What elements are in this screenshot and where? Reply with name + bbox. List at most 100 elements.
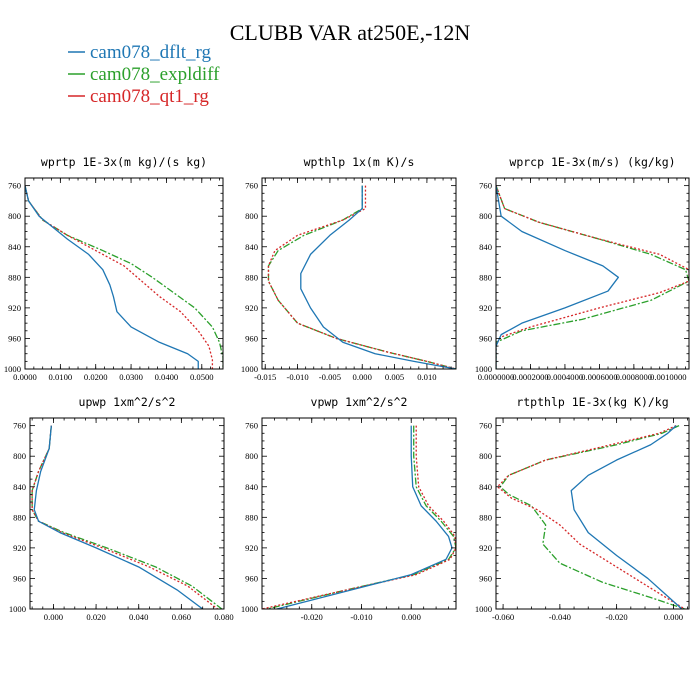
y-tick-label: 960 <box>245 333 258 343</box>
y-tick-label: 760 <box>245 181 258 191</box>
y-tick-label: 800 <box>245 451 258 461</box>
series-line-cam078_expldiff <box>266 425 456 609</box>
x-tick-label: 0.080 <box>214 612 233 622</box>
x-tick-label: 0.000 <box>44 612 63 622</box>
series-line-cam078_dflt_rg <box>33 425 204 609</box>
y-tick-label: 1000 <box>475 604 492 614</box>
y-tick-label: 920 <box>479 303 492 313</box>
legend-label-cam078_expldiff: cam078_expldiff <box>90 64 220 85</box>
panel-3: wprcp 1E-3x(m/s) (kg/kg) 760 800 840 880 920 9… <box>475 155 690 382</box>
series-line-cam078_qt1_rg <box>496 185 689 369</box>
y-tick-label: 800 <box>479 211 492 221</box>
x-tick-label: 0.005 <box>385 372 404 382</box>
x-tick-label: -0.020 <box>301 612 323 622</box>
y-tick-label: 760 <box>245 421 258 431</box>
y-tick-label: 960 <box>479 333 492 343</box>
series-line-cam078_qt1_rg <box>31 425 218 609</box>
x-tick-label: 0.0500 <box>190 372 214 382</box>
x-tick-label: -0.040 <box>549 612 571 622</box>
plot-frame <box>29 417 225 610</box>
y-tick-label: 880 <box>479 512 492 522</box>
x-tick-label: 0.0100 <box>49 372 73 382</box>
series-line-cam078_qt1_rg <box>262 425 456 609</box>
x-tick-label: 0.0300 <box>119 372 143 382</box>
y-tick-label: 880 <box>245 272 258 282</box>
y-tick-label: 960 <box>245 573 258 583</box>
x-tick-label: 0.0004000 <box>547 372 584 382</box>
series-line-cam078_expldiff <box>25 185 223 369</box>
y-tick-label: 760 <box>13 421 26 431</box>
y-tick-label: 920 <box>13 543 26 553</box>
y-tick-label: 800 <box>8 211 21 221</box>
y-tick-label: 880 <box>245 512 258 522</box>
x-tick-label: 0.040 <box>129 612 148 622</box>
panel-1: wprtp 1E-3x(m kg)/(s kg) 760 800 840 880 920 9… <box>4 155 224 382</box>
y-tick-label: 880 <box>8 272 21 282</box>
x-tick-label: 0.0000000 <box>478 372 515 382</box>
plot-frame <box>495 177 690 370</box>
y-tick-label: 920 <box>245 543 258 553</box>
legend: cam078_dflt_rgcam078_expldiffcam078_qt1_… <box>68 42 220 107</box>
x-tick-label: 0.0200 <box>84 372 108 382</box>
y-tick-label: 840 <box>479 482 492 492</box>
plot-frame <box>261 177 457 370</box>
x-tick-label: -0.060 <box>492 612 514 622</box>
panel-title: wprtp 1E-3x(m kg)/(s kg) <box>41 155 207 169</box>
y-tick-label: 960 <box>8 333 21 343</box>
x-tick-label: 0.000 <box>402 612 421 622</box>
y-tick-label: 840 <box>8 242 21 252</box>
series-line-cam078_qt1_rg <box>267 185 456 369</box>
y-tick-label: 1000 <box>475 364 492 374</box>
series-line-cam078_expldiff <box>31 425 223 609</box>
x-tick-label: -0.005 <box>319 372 341 382</box>
series-line-cam078_dflt_rg <box>496 185 619 369</box>
y-tick-label: 840 <box>479 242 492 252</box>
x-tick-label: 0.000 <box>664 612 683 622</box>
x-tick-label: 0.0006000 <box>581 372 618 382</box>
x-tick-label: 0.0400 <box>155 372 179 382</box>
plot-frame <box>24 177 224 370</box>
x-tick-label: 0.0010000 <box>650 372 687 382</box>
x-tick-label: -0.010 <box>350 612 372 622</box>
y-tick-label: 920 <box>245 303 258 313</box>
y-tick-label: 880 <box>479 272 492 282</box>
panel-6: rtpthlp 1E-3x(kg K)/kg 760 800 840 880 920 960… <box>475 395 690 622</box>
panels: wprtp 1E-3x(m kg)/(s kg) 760 800 840 880 920 9… <box>4 155 690 622</box>
panel-title: upwp 1xm^2/s^2 <box>79 395 176 409</box>
x-tick-label: 0.0002000 <box>512 372 549 382</box>
y-tick-label: 920 <box>8 303 21 313</box>
panel-title: rtpthlp 1E-3x(kg K)/kg <box>516 395 668 409</box>
y-tick-label: 760 <box>479 181 492 191</box>
x-tick-label: -0.015 <box>254 372 276 382</box>
y-tick-label: 1000 <box>9 604 26 614</box>
y-tick-label: 760 <box>479 421 492 431</box>
y-tick-label: 840 <box>245 482 258 492</box>
y-tick-label: 840 <box>13 482 26 492</box>
panel-2: wpthlp 1x(m K)/s7608008408809209601000-0… <box>241 155 457 382</box>
plot-frame <box>495 417 690 610</box>
series-line-cam078_dflt_rg <box>570 425 683 609</box>
panel-title: vpwp 1xm^2/s^2 <box>311 395 408 409</box>
x-tick-label: 0.020 <box>86 612 105 622</box>
y-tick-label: 800 <box>13 451 26 461</box>
y-tick-label: 840 <box>245 242 258 252</box>
y-tick-label: 1000 <box>4 364 21 374</box>
series-line-cam078_dflt_rg <box>25 185 199 369</box>
y-tick-label: 800 <box>479 451 492 461</box>
y-tick-label: 760 <box>8 181 21 191</box>
x-tick-label: 0.010 <box>417 372 436 382</box>
y-tick-label: 1000 <box>241 364 258 374</box>
series-line-cam078_qt1_rg <box>496 425 686 609</box>
series-line-cam078_dflt_rg <box>276 425 453 609</box>
y-tick-label: 1000 <box>241 604 258 614</box>
x-tick-label: 0.0008000 <box>616 372 653 382</box>
plot-frame <box>261 417 457 610</box>
x-tick-label: 0.060 <box>172 612 191 622</box>
legend-label-cam078_dflt_rg: cam078_dflt_rg <box>90 42 212 63</box>
x-tick-label: 0.000 <box>353 372 372 382</box>
figure-title: CLUBB VAR at250E,-12N <box>230 20 471 45</box>
y-tick-label: 800 <box>245 211 258 221</box>
legend-label-cam078_qt1_rg: cam078_qt1_rg <box>90 86 209 107</box>
series-line-cam078_expldiff <box>499 425 685 609</box>
